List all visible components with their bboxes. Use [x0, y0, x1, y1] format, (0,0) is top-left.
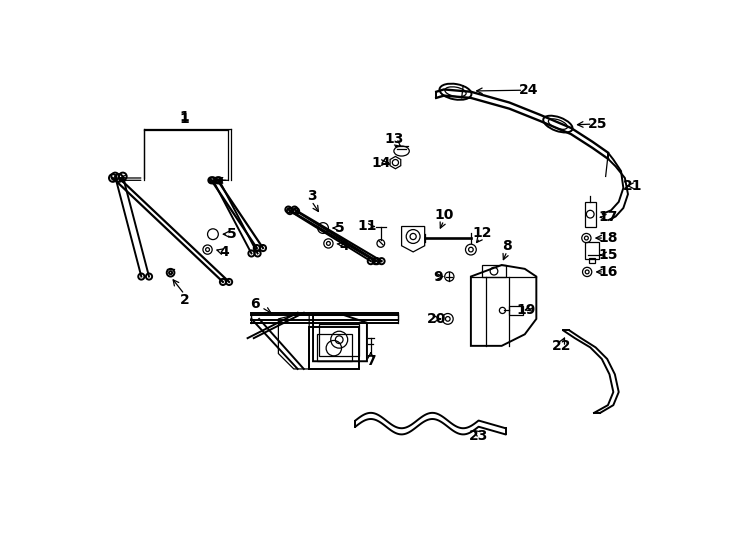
Text: 7: 7 [366, 354, 376, 368]
Text: 17: 17 [598, 210, 617, 224]
Text: 24: 24 [519, 83, 538, 97]
Text: 8: 8 [502, 239, 512, 253]
Text: 20: 20 [426, 312, 446, 326]
Text: 5: 5 [335, 221, 345, 235]
Text: 2: 2 [180, 293, 189, 307]
Bar [319, 323, 359, 356]
Text: 25: 25 [588, 117, 608, 131]
Text: 1: 1 [180, 110, 189, 124]
Text: 3: 3 [307, 188, 316, 202]
Text: 14: 14 [372, 156, 391, 170]
Text: 4: 4 [219, 245, 229, 259]
Bar [585, 242, 599, 259]
Text: 1: 1 [180, 112, 189, 126]
Bar [317, 334, 352, 361]
Bar [589, 258, 595, 264]
Text: 4: 4 [339, 239, 349, 253]
Bar [309, 327, 359, 369]
Text: 12: 12 [473, 226, 493, 240]
Text: 19: 19 [517, 303, 536, 318]
Text: 22: 22 [552, 339, 572, 353]
Text: 13: 13 [384, 132, 404, 146]
Bar [482, 265, 506, 276]
Text: 15: 15 [598, 248, 618, 262]
Text: 18: 18 [598, 231, 618, 245]
Text: 6: 6 [250, 296, 260, 310]
Text: 23: 23 [469, 429, 488, 443]
Text: 11: 11 [357, 219, 377, 233]
Text: 21: 21 [623, 179, 642, 193]
Bar [509, 306, 523, 315]
Bar [585, 202, 595, 226]
Text: 5: 5 [228, 227, 237, 241]
Text: 9: 9 [434, 269, 443, 284]
Text: 16: 16 [598, 265, 617, 279]
Text: 10: 10 [435, 208, 454, 222]
